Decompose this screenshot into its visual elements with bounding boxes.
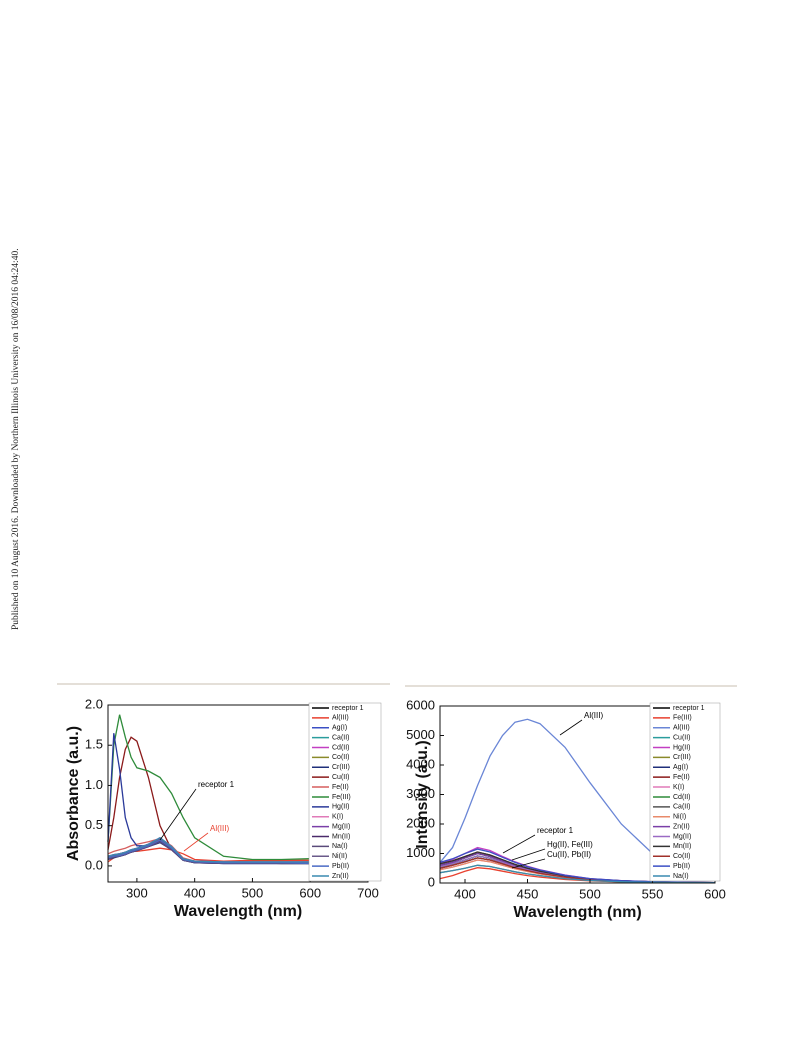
- y-axis-label: Absorbance (a.u.): [65, 726, 82, 861]
- legend-label: Fe(II): [673, 774, 690, 781]
- annotation-arrow: [183, 832, 209, 852]
- annotation: Al(III): [210, 824, 229, 833]
- legend-label: Cd(II): [673, 794, 691, 801]
- legend-label: Mg(II): [673, 833, 691, 840]
- y-tick-label: 1000: [406, 845, 435, 860]
- annotation: receptor 1: [537, 826, 574, 835]
- series-line: [107, 837, 311, 863]
- legend-box: [649, 702, 721, 882]
- series-line: [439, 848, 716, 884]
- x-tick-label: 550: [642, 886, 664, 901]
- legend-label: Cd(II): [332, 744, 350, 751]
- y-axis-label: Intensity (a.u.): [414, 740, 431, 848]
- legend-label: Cu(II): [673, 734, 691, 741]
- legend-label: Zn(II): [332, 873, 349, 880]
- series-line: [439, 718, 716, 879]
- side-note: Published on 10 August 2016. Downloaded …: [11, 248, 21, 630]
- legend-label: Ca(II): [332, 734, 350, 741]
- y-tick-label: 5000: [406, 727, 435, 742]
- legend-label: Ni(I): [673, 814, 686, 821]
- y-tick-label: 0.5: [85, 817, 103, 832]
- x-tick-label: 700: [357, 885, 379, 900]
- legend-label: K(I): [332, 814, 343, 821]
- legend-label: Fe(II): [332, 784, 349, 791]
- legend-label: Cr(III): [332, 764, 350, 771]
- annotation-arrow: [159, 788, 197, 841]
- y-tick-label: 1.5: [85, 737, 103, 752]
- legend-label: Cu(II): [332, 774, 350, 781]
- annotation: Cu(II), Pb(II): [547, 850, 591, 859]
- x-tick-label: 300: [126, 885, 148, 900]
- legend-label: Mg(II): [332, 823, 350, 830]
- legend-label: Na(I): [673, 873, 689, 880]
- y-tick-label: 4000: [406, 756, 435, 771]
- legend-label: Ca(II): [673, 804, 691, 811]
- y-tick-label: 6000: [406, 697, 435, 712]
- series-line: [107, 841, 311, 865]
- y-tick-label: 0: [428, 874, 435, 889]
- legend-label: Co(II): [332, 754, 350, 761]
- x-axis-label: Wavelength (nm): [174, 903, 302, 920]
- y-tick-label: 1.0: [85, 777, 103, 792]
- legend-label: Co(II): [673, 853, 691, 860]
- annotation: receptor 1: [198, 780, 235, 789]
- legend-label: Hg(II): [332, 804, 350, 811]
- legend-label: Pb(II): [673, 863, 690, 870]
- legend-label: receptor 1: [332, 705, 364, 712]
- series-line: [107, 714, 311, 861]
- annotation-arrow: [511, 848, 546, 861]
- legend-label: Na(I): [332, 843, 348, 850]
- legend-label: Zn(II): [673, 823, 690, 830]
- annotation: Al(III): [584, 711, 603, 720]
- y-tick-label: 2000: [406, 815, 435, 830]
- legend-label: Ni(II): [332, 853, 347, 860]
- x-tick-label: 600: [704, 886, 726, 901]
- legend-label: Cr(III): [673, 754, 691, 761]
- annotation-arrow: [502, 834, 536, 854]
- legend-label: K(I): [673, 784, 684, 791]
- x-tick-label: 500: [579, 886, 601, 901]
- legend-label: Al(III): [332, 715, 349, 722]
- x-tick-label: 400: [454, 886, 476, 901]
- series-line: [439, 864, 716, 884]
- x-tick-label: 450: [517, 886, 539, 901]
- annotation-arrow: [511, 858, 546, 869]
- x-tick-label: 600: [299, 885, 321, 900]
- x-tick-label: 500: [242, 885, 264, 900]
- legend-label: Hg(II): [673, 744, 691, 751]
- legend-label: Pb(II): [332, 863, 349, 870]
- legend-label: Ag(I): [673, 764, 688, 771]
- legend-label: receptor 1: [673, 705, 705, 712]
- y-tick-label: 2.0: [85, 696, 103, 711]
- annotation-arrow: [559, 719, 583, 736]
- legend-box: [308, 702, 382, 882]
- legend-label: Al(III): [673, 725, 690, 732]
- y-tick-label: 3000: [406, 786, 435, 801]
- legend-label: Mn(II): [332, 833, 350, 840]
- legend-label: Mn(II): [673, 843, 691, 850]
- x-tick-label: 400: [184, 885, 206, 900]
- x-axis-label: Wavelength (nm): [513, 904, 641, 921]
- legend-label: Fe(III): [332, 794, 351, 801]
- legend-label: Fe(III): [673, 715, 692, 722]
- y-tick-label: 0.0: [85, 857, 103, 872]
- annotation: Hg(II), Fe(III): [547, 840, 593, 849]
- series-line: [107, 839, 311, 865]
- legend-label: Ag(I): [332, 725, 347, 732]
